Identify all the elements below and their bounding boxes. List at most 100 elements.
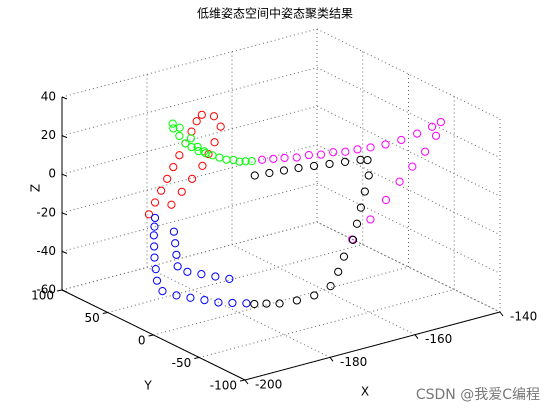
point [187,142,196,152]
y-tick-label: 50 [84,311,99,325]
y-tick [239,379,246,382]
point [150,213,160,223]
point [150,198,160,207]
point [150,253,159,262]
point [339,252,349,261]
x-tick [499,311,504,317]
point [198,161,207,170]
point [257,155,267,164]
x-axis-line [244,311,501,381]
x-tick-label: -200 [255,378,282,392]
point [197,270,206,279]
point [366,143,375,152]
point [325,159,334,169]
grid-line [61,182,318,252]
x-tick [329,357,334,362]
point [181,139,190,148]
chart-title: 低维姿态空间中姿态聚类结果 [197,6,353,21]
point [262,299,271,308]
grid-line [61,221,318,291]
point [397,135,406,145]
point [294,163,303,173]
point [167,200,176,209]
y-tick [194,357,200,359]
point [228,298,237,308]
point [169,227,179,236]
z-tick [61,250,68,254]
point [158,287,167,296]
point [241,157,250,166]
point [183,267,192,276]
watermark: CSDN @我爱C编程 [416,387,540,403]
point [152,276,162,285]
z-tick-label: 20 [41,128,56,142]
point [292,296,301,305]
point [216,122,225,131]
z-tick-label: -40 [36,244,56,258]
point [265,168,274,178]
point [171,239,180,248]
point [250,299,259,309]
point [169,124,178,133]
grid-line [199,289,455,358]
x-tick-label: -180 [340,355,367,369]
point [436,117,445,127]
y-tick-label: -50 [172,356,192,370]
point [360,187,369,196]
grid-line [231,244,416,336]
point [352,219,362,228]
z-tick [61,135,68,139]
point [197,110,206,119]
z-tick-label: 0 [48,167,56,181]
point [163,174,172,183]
point [247,157,256,166]
point [366,215,375,224]
point [192,117,201,126]
grid-line [316,67,501,159]
point [210,138,219,147]
point [188,174,197,183]
point [316,150,326,159]
point [187,127,196,136]
y-tick-label: 0 [138,334,146,348]
z-tick-label: 40 [41,90,56,104]
point [225,274,234,283]
point [304,150,313,160]
y-axis-label: Y [143,379,152,393]
z-tick [61,173,68,177]
grid-line [61,28,318,98]
point [334,267,343,276]
z-tick [61,96,68,100]
grid-line [146,266,331,358]
point [144,210,154,219]
point [275,299,284,308]
point [292,153,301,162]
point [175,151,184,160]
point [310,291,319,300]
point [200,296,209,305]
z-tick-label: -20 [36,205,56,219]
point [177,187,186,196]
y-tick-label: 100 [31,289,54,303]
point [353,145,362,154]
point [381,140,390,149]
x-tick-label: -160 [425,332,452,346]
z-tick-label: -60 [36,283,56,297]
point [381,195,391,205]
point [408,162,417,171]
point [151,265,160,274]
point [341,147,350,156]
point [279,166,289,175]
point [222,155,231,164]
x-tick [244,379,249,385]
point [200,147,209,156]
point [235,157,244,166]
z-tick [61,212,68,216]
point [364,171,373,180]
x-tick [414,334,419,339]
point [363,155,372,165]
grid-line [61,105,318,175]
y-tick-label: -100 [210,379,237,393]
point [269,154,278,163]
